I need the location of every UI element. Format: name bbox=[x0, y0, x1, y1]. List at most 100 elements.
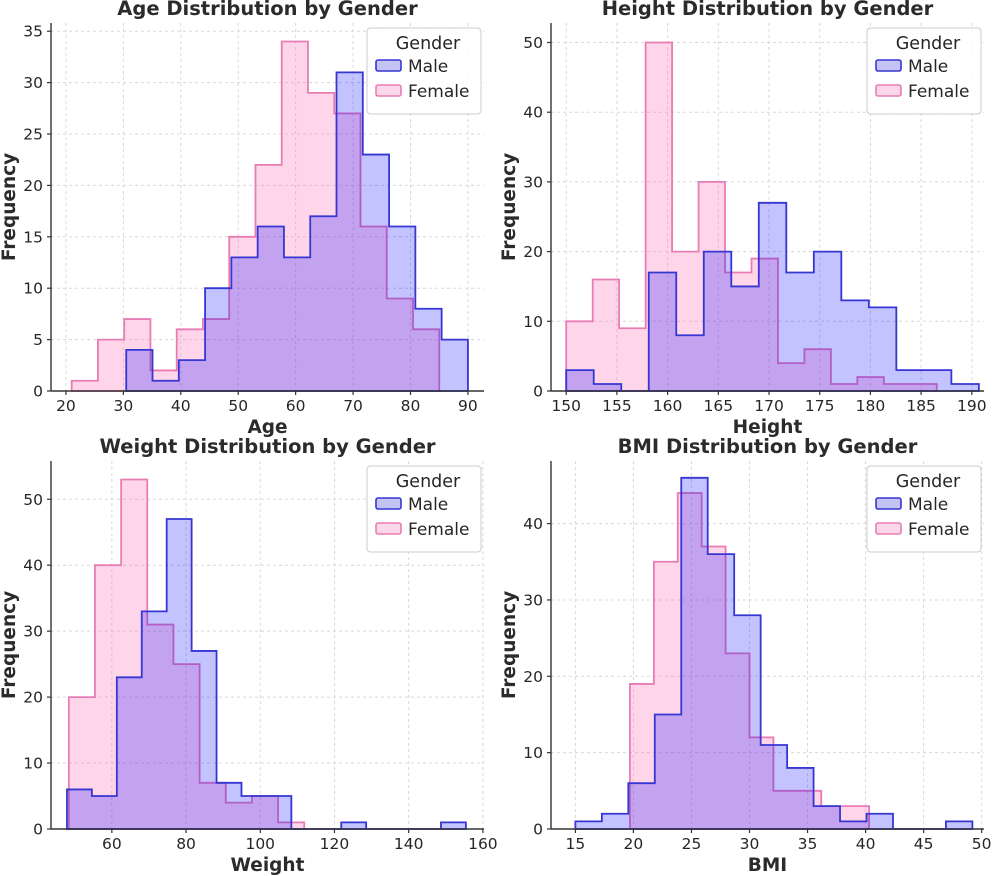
x-tick-label: 155 bbox=[602, 397, 632, 415]
y-tick-label: 30 bbox=[23, 74, 43, 92]
legend-title: Gender bbox=[896, 472, 961, 492]
x-tick-label: 150 bbox=[551, 397, 581, 415]
legend: Gender Male Female bbox=[866, 27, 982, 115]
y-tick-label: 10 bbox=[23, 280, 43, 298]
legend-title: Gender bbox=[396, 472, 461, 492]
x-tick-label: 70 bbox=[343, 397, 363, 415]
x-tick-label: 175 bbox=[805, 397, 835, 415]
x-tick-label: 160 bbox=[468, 835, 498, 853]
y-tick-label: 25 bbox=[23, 126, 43, 144]
legend-swatch-female bbox=[875, 84, 902, 97]
y-tick-label: 20 bbox=[523, 243, 543, 261]
y-tick-label: 50 bbox=[23, 491, 43, 509]
x-tick-label: 160 bbox=[653, 397, 683, 415]
legend: Gender Male Female bbox=[866, 465, 982, 553]
y-axis-label: Frequency bbox=[500, 153, 520, 261]
chart-title: Weight Distribution by Gender bbox=[99, 438, 435, 458]
x-tick-label: 50 bbox=[972, 835, 992, 853]
y-tick-label: 40 bbox=[523, 515, 543, 533]
chart-height: 150 155 160 165 170 175 180 185 190 0 10 20 30 40 50 He… bbox=[500, 0, 1000, 438]
x-axis-label: Weight bbox=[231, 855, 305, 876]
x-axis-label: BMI bbox=[748, 855, 787, 876]
x-tick-label: 15 bbox=[566, 835, 586, 853]
legend-item-label-male: Male bbox=[408, 495, 448, 515]
x-tick-label: 185 bbox=[906, 397, 936, 415]
y-axis-label: Frequency bbox=[0, 153, 20, 261]
x-axis-label: Height bbox=[733, 417, 803, 438]
legend-item-label-female: Female bbox=[408, 520, 469, 540]
subplot-weight: 60 80 100 120 140 160 0 10 20 30 40 50 Weight Distri… bbox=[0, 438, 500, 876]
x-tick-label: 180 bbox=[856, 397, 886, 415]
x-tick-label: 35 bbox=[798, 835, 818, 853]
y-tick-label: 10 bbox=[23, 755, 43, 773]
legend-swatch-female bbox=[875, 522, 902, 535]
x-tick-label: 80 bbox=[176, 835, 196, 853]
female-histogram-series bbox=[67, 478, 306, 830]
x-tick-label: 25 bbox=[682, 835, 702, 853]
legend-swatch-female bbox=[375, 84, 402, 97]
subplot-age: 20 30 40 50 60 70 80 90 0 5 10 15 20 25 30 35 Age Distri… bbox=[0, 0, 500, 438]
chart-title: Age Distribution by Gender bbox=[117, 0, 418, 20]
y-tick-label: 30 bbox=[523, 173, 543, 191]
legend: Gender Male Female bbox=[366, 465, 482, 553]
x-tick-label: 170 bbox=[754, 397, 784, 415]
x-tick-label: 30 bbox=[113, 397, 133, 415]
legend-item-label-female: Female bbox=[908, 82, 969, 102]
legend-item-label-male: Male bbox=[408, 57, 448, 77]
legend: Gender Male Female bbox=[366, 27, 482, 115]
y-tick-label: 20 bbox=[523, 668, 543, 686]
x-tick-label: 40 bbox=[171, 397, 191, 415]
subplot-bmi: 15 20 25 30 35 40 45 50 0 10 20 30 40 BMI Distributio… bbox=[500, 438, 1000, 876]
x-tick-label: 40 bbox=[856, 835, 876, 853]
x-tick-label: 165 bbox=[704, 397, 734, 415]
legend-title: Gender bbox=[896, 34, 961, 54]
legend-swatch-male bbox=[875, 497, 902, 510]
y-axis-label: Frequency bbox=[500, 591, 520, 699]
male-histogram-series bbox=[125, 71, 469, 392]
y-tick-label: 10 bbox=[523, 744, 543, 762]
y-tick-label: 10 bbox=[523, 313, 543, 331]
y-tick-label: 20 bbox=[23, 177, 43, 195]
x-tick-label: 45 bbox=[914, 835, 934, 853]
legend-swatch-male bbox=[875, 59, 902, 72]
legend-title: Gender bbox=[396, 34, 461, 54]
legend-item-label-female: Female bbox=[908, 520, 969, 540]
chart-bmi: 15 20 25 30 35 40 45 50 0 10 20 30 40 BMI Distributio… bbox=[500, 438, 1000, 876]
x-tick-label: 20 bbox=[56, 397, 76, 415]
y-tick-label: 35 bbox=[23, 23, 43, 41]
y-tick-label: 0 bbox=[33, 383, 43, 401]
female-histogram-series bbox=[565, 41, 938, 392]
y-tick-label: 0 bbox=[533, 383, 543, 401]
legend-swatch-female bbox=[375, 522, 402, 535]
x-tick-label: 120 bbox=[320, 835, 350, 853]
y-tick-label: 15 bbox=[23, 228, 43, 246]
y-tick-label: 0 bbox=[33, 821, 43, 839]
legend-item-label-male: Male bbox=[908, 57, 948, 77]
y-tick-label: 30 bbox=[23, 623, 43, 641]
x-tick-label: 190 bbox=[957, 397, 987, 415]
chart-age: 20 30 40 50 60 70 80 90 0 5 10 15 20 25 30 35 Age Distri… bbox=[0, 0, 500, 438]
y-tick-label: 50 bbox=[523, 34, 543, 52]
x-tick-label: 100 bbox=[245, 835, 275, 853]
y-tick-label: 30 bbox=[523, 591, 543, 609]
x-axis-label: Age bbox=[247, 417, 287, 438]
x-tick-label: 50 bbox=[228, 397, 248, 415]
chart-title: BMI Distribution by Gender bbox=[618, 438, 918, 458]
x-tick-label: 140 bbox=[394, 835, 424, 853]
y-tick-label: 0 bbox=[533, 821, 543, 839]
legend-item-label-female: Female bbox=[408, 82, 469, 102]
y-tick-label: 20 bbox=[23, 689, 43, 707]
y-axis-label: Frequency bbox=[0, 591, 20, 699]
x-tick-label: 60 bbox=[102, 835, 122, 853]
x-tick-label: 30 bbox=[740, 835, 760, 853]
x-tick-label: 60 bbox=[286, 397, 306, 415]
y-tick-label: 40 bbox=[23, 557, 43, 575]
female-histogram-series bbox=[70, 40, 441, 392]
legend-swatch-male bbox=[375, 59, 402, 72]
chart-weight: 60 80 100 120 140 160 0 10 20 30 40 50 Weight Distri… bbox=[0, 438, 500, 876]
chart-title: Height Distribution by Gender bbox=[602, 0, 934, 20]
legend-swatch-male bbox=[375, 497, 402, 510]
x-tick-label: 90 bbox=[458, 397, 478, 415]
x-tick-label: 20 bbox=[624, 835, 644, 853]
